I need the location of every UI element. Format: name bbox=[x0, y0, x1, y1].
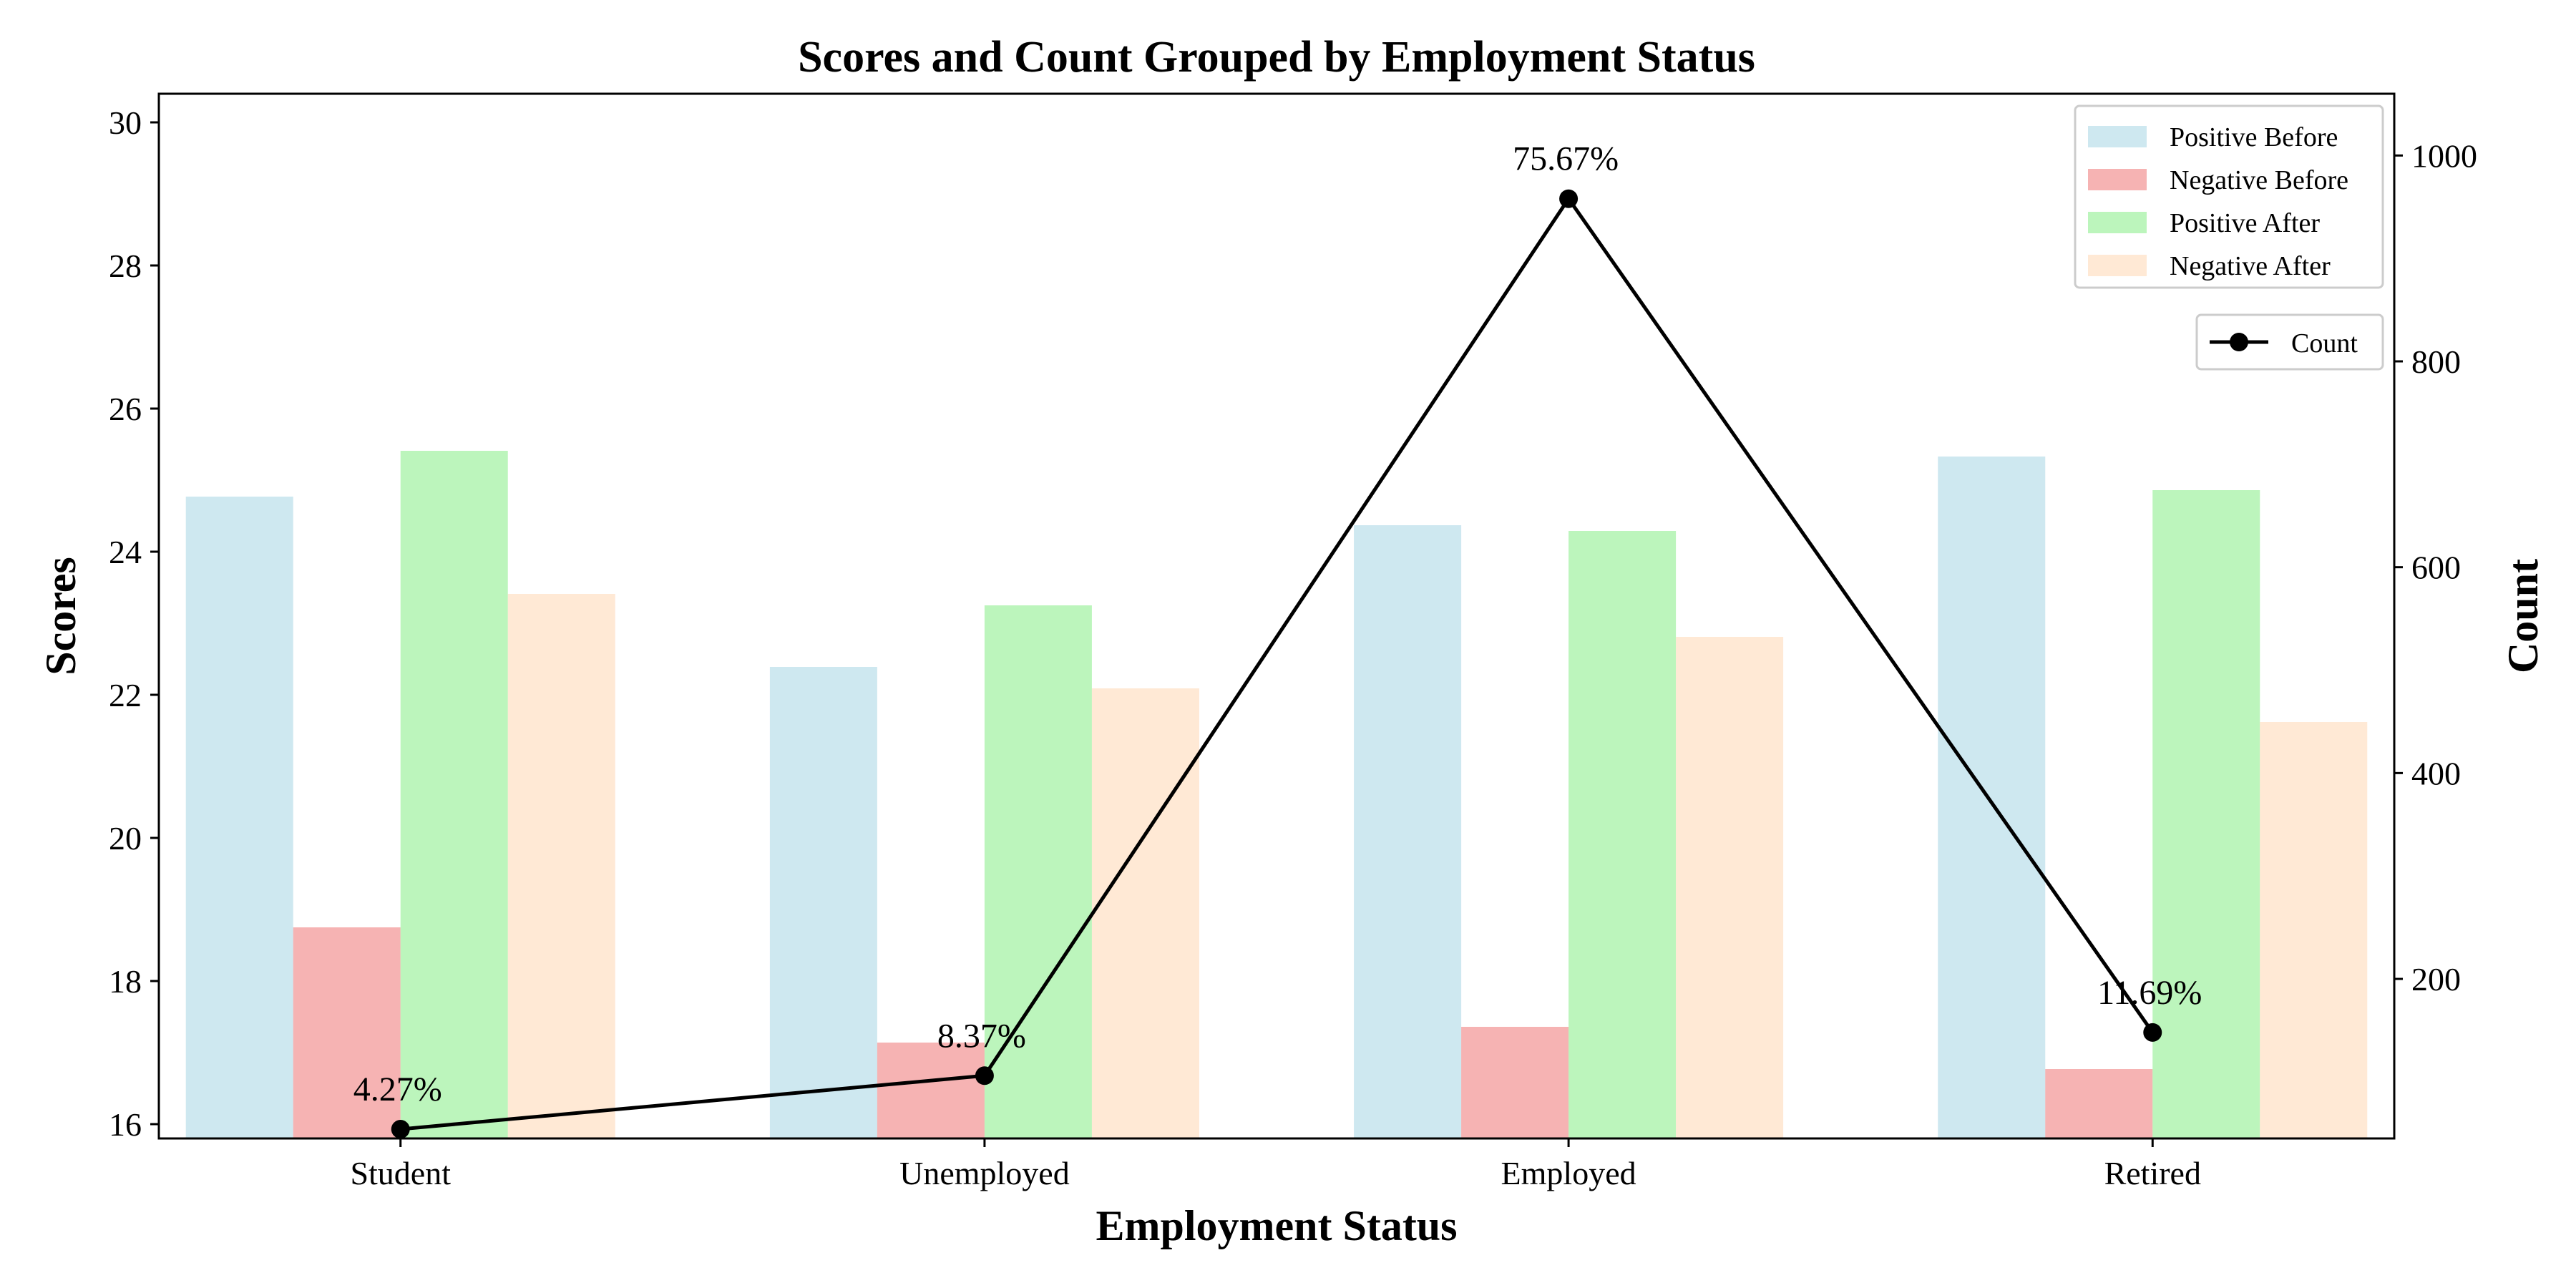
bar bbox=[1354, 525, 1462, 1138]
y2-tick-label: 400 bbox=[2411, 755, 2461, 791]
bar bbox=[1568, 531, 1677, 1138]
bar bbox=[2260, 722, 2368, 1138]
x-tick-label: Employed bbox=[1501, 1155, 1636, 1191]
bar bbox=[2152, 490, 2260, 1138]
bar bbox=[1676, 637, 1784, 1138]
legend-box bbox=[2195, 313, 2384, 371]
bar bbox=[1461, 1027, 1569, 1138]
bar bbox=[2045, 1069, 2153, 1138]
plot-frame bbox=[157, 92, 2396, 1140]
legend-box bbox=[2074, 104, 2384, 289]
right-axis: 200 400 600 800 1000 bbox=[2394, 137, 2477, 997]
y-axis-title: Scores bbox=[37, 557, 84, 675]
count-point bbox=[1559, 189, 1579, 208]
bar bbox=[1091, 688, 1199, 1138]
bars-layer bbox=[185, 451, 2368, 1138]
x-axis-title: Employment Status bbox=[1096, 1202, 1457, 1249]
y2-tick-label: 200 bbox=[2411, 961, 2461, 997]
count-percent-label: 4.27% bbox=[353, 1070, 442, 1108]
count-point bbox=[975, 1066, 994, 1085]
x-tick-label: Unemployed bbox=[899, 1155, 1070, 1191]
y-tick-label: 26 bbox=[109, 391, 142, 427]
bar bbox=[185, 497, 293, 1138]
left-axis: 16 18 20 22 24 26 28 30 bbox=[109, 104, 159, 1143]
legend-swatch bbox=[2088, 169, 2147, 190]
count-point bbox=[2143, 1023, 2162, 1042]
series-legend: Positive Before Negative Before Positive A… bbox=[2074, 104, 2384, 289]
legend-label: Count bbox=[2291, 328, 2358, 358]
count-line-layer: 4.27% 8.37% 75.67% 11.69% bbox=[353, 140, 2202, 1139]
y-tick-label: 24 bbox=[109, 534, 142, 570]
bar bbox=[877, 1043, 985, 1138]
legend-label: Negative Before bbox=[2170, 165, 2348, 195]
count-point bbox=[391, 1120, 410, 1139]
x-tick-label: Student bbox=[350, 1155, 451, 1191]
bar bbox=[769, 667, 877, 1138]
y2-tick-label: 1000 bbox=[2411, 137, 2477, 174]
x-tick-label: Retired bbox=[2104, 1155, 2201, 1191]
count-line bbox=[400, 195, 2155, 1131]
y-tick-label: 30 bbox=[109, 104, 142, 141]
legend-swatch bbox=[2088, 212, 2147, 233]
y2-axis-title: Count bbox=[2499, 559, 2547, 673]
y2-tick-label: 600 bbox=[2411, 550, 2461, 586]
bar bbox=[984, 605, 1092, 1138]
count-legend: Count bbox=[2195, 313, 2384, 371]
legend-swatch bbox=[2088, 255, 2147, 276]
legend-marker bbox=[2230, 333, 2248, 351]
bar bbox=[1938, 457, 2046, 1138]
legend-label: Positive After bbox=[2170, 208, 2320, 238]
x-axis: Student Unemployed Employed Retired bbox=[350, 1138, 2201, 1191]
chart-title: Scores and Count Grouped by Employment S… bbox=[798, 33, 1755, 82]
legend-swatch bbox=[2088, 126, 2147, 147]
bar bbox=[507, 594, 615, 1138]
y-tick-label: 20 bbox=[109, 820, 142, 857]
bar bbox=[400, 451, 508, 1138]
y-tick-label: 22 bbox=[109, 677, 142, 713]
legend-label: Positive Before bbox=[2170, 122, 2338, 152]
count-percent-label: 8.37% bbox=[937, 1017, 1026, 1055]
y-tick-label: 18 bbox=[109, 963, 142, 1000]
bar bbox=[293, 927, 401, 1138]
count-percent-label: 11.69% bbox=[2097, 974, 2202, 1012]
count-percent-label: 75.67% bbox=[1513, 140, 1619, 178]
y-tick-label: 16 bbox=[109, 1106, 142, 1143]
y-tick-label: 28 bbox=[109, 248, 142, 284]
y2-tick-label: 800 bbox=[2411, 343, 2461, 380]
legend-label: Negative After bbox=[2170, 251, 2331, 281]
